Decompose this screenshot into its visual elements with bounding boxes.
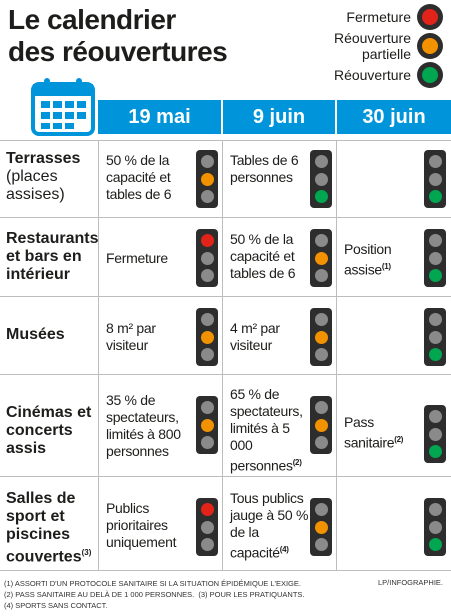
column-divider — [336, 140, 337, 570]
footnote-ref: (3) — [81, 548, 92, 557]
traffic-light-icon — [196, 150, 218, 208]
row-label-bold: Salles de sport et piscines couvertes — [6, 490, 82, 566]
footnote-4: (4) Sports sans contact. — [4, 601, 108, 610]
traffic-light-icon — [424, 498, 446, 556]
title-line-2: des réouvertures — [8, 36, 228, 67]
traffic-light-icon — [424, 405, 446, 463]
column-divider — [98, 140, 99, 570]
cell-salles-19-mai: Publics prioritaires uniquement — [106, 500, 177, 550]
footnote-2-3: (2) Pass sanitaire au delà de 1 000 pers… — [4, 589, 444, 600]
cell-cinemas-19-mai: 35 % de spectateurs, limités à 800 perso… — [106, 392, 181, 459]
cell-salles-9-juin: Tous publics jauge à 50 % de la capacité… — [230, 490, 312, 562]
cell-cinemas-30-juin: Pass sanitaire(2) — [344, 414, 420, 452]
cell-musees-9-juin: 4 m² par visiteur — [230, 320, 280, 353]
row-label-detail: (places assises) — [6, 168, 65, 203]
footnote-ref: (2) — [292, 458, 302, 467]
traffic-light-icon — [424, 229, 446, 287]
cell-terrasses-19-mai: 50 % de la capacité et tables de 6 — [106, 152, 172, 202]
row-divider — [0, 374, 451, 375]
legend-label: Fermeture — [346, 9, 411, 25]
row-label-cinemas: Cinémas et concerts assis — [6, 404, 92, 457]
legend-item-open: Réouverture — [334, 62, 443, 88]
row-label-terrasses: Terrasses (places assises) — [6, 150, 80, 204]
cell-restaurants-30-juin: Position assise(1) — [344, 241, 406, 279]
footnote-ref: (2) — [394, 435, 404, 444]
traffic-light-icon — [310, 308, 332, 366]
traffic-light-icon — [310, 150, 332, 208]
row-divider — [0, 217, 451, 218]
column-divider — [222, 140, 223, 570]
column-header-label: 30 juin — [362, 105, 426, 128]
column-header-9-juin: 9 juin — [223, 100, 335, 134]
row-divider — [0, 140, 451, 141]
cell-text: Pass sanitaire — [344, 414, 395, 451]
traffic-light-icon — [424, 150, 446, 208]
title-line-1: Le calendrier — [8, 4, 176, 35]
legend-label: Réouverture — [333, 67, 411, 83]
row-label-restaurants: Restaurants et bars en intérieur — [6, 230, 99, 283]
row-label-bold: Terrasses — [6, 150, 81, 167]
cell-terrasses-9-juin: Tables de 6 personnes — [230, 152, 299, 185]
calendar-icon — [31, 78, 95, 136]
traffic-light-icon — [310, 498, 332, 556]
column-header-label: 9 juin — [252, 105, 306, 128]
column-header-30-juin: 30 juin — [337, 100, 451, 134]
footnotes: (1) Assorti d'un protocole sanitaire si … — [4, 578, 444, 611]
cell-musees-19-mai: 8 m² par visiteur — [106, 320, 156, 353]
row-label-salles-de-sport: Salles de sport et piscines couvertes(3) — [6, 490, 102, 566]
cell-cinemas-9-juin: 65 % de spectateurs, limités à 5 000 per… — [230, 386, 310, 475]
page-title: Le calendrier des réouvertures — [8, 4, 308, 68]
green-light-icon — [417, 62, 443, 88]
credit: LP/INFOGRAPHIE. — [377, 578, 443, 587]
legend-item-partial: Réouverture partielle — [334, 30, 443, 62]
row-divider — [0, 476, 451, 477]
row-divider — [0, 570, 451, 571]
cell-text: 65 % de spectateurs, limités à 5 000 per… — [230, 386, 303, 474]
traffic-light-icon — [310, 229, 332, 287]
column-header-19-mai: 19 mai — [98, 100, 221, 134]
footnote-3: (3) Pour les pratiquants. — [198, 590, 305, 599]
row-label-musees: Musées — [6, 326, 65, 343]
row-divider — [0, 296, 451, 297]
orange-light-icon — [417, 33, 443, 59]
traffic-light-icon — [196, 229, 218, 287]
traffic-light-icon — [196, 498, 218, 556]
footnote-ref: (4) — [279, 545, 289, 554]
footnote-ref: (1) — [381, 262, 391, 271]
cell-restaurants-19-mai: Fermeture — [106, 250, 168, 266]
red-light-icon — [417, 4, 443, 30]
footnote-1: (1) Assorti d'un protocole sanitaire si … — [4, 579, 301, 588]
traffic-light-icon — [310, 396, 332, 454]
traffic-light-icon — [424, 308, 446, 366]
cell-restaurants-9-juin: 50 % de la capacité et tables de 6 — [230, 231, 296, 281]
traffic-light-icon — [196, 396, 218, 454]
column-header-label: 19 mai — [128, 105, 191, 128]
legend-label-2: partielle — [361, 46, 411, 62]
cell-text: Position assise — [344, 241, 392, 278]
legend-item-closed: Fermeture — [346, 4, 443, 30]
footnote-2: (2) Pass sanitaire au delà de 1 000 pers… — [4, 590, 195, 599]
legend-label: Réouverture — [333, 30, 411, 46]
cell-text: Tous publics jauge à 50 % de la capacité — [230, 490, 309, 561]
traffic-light-icon — [196, 308, 218, 366]
